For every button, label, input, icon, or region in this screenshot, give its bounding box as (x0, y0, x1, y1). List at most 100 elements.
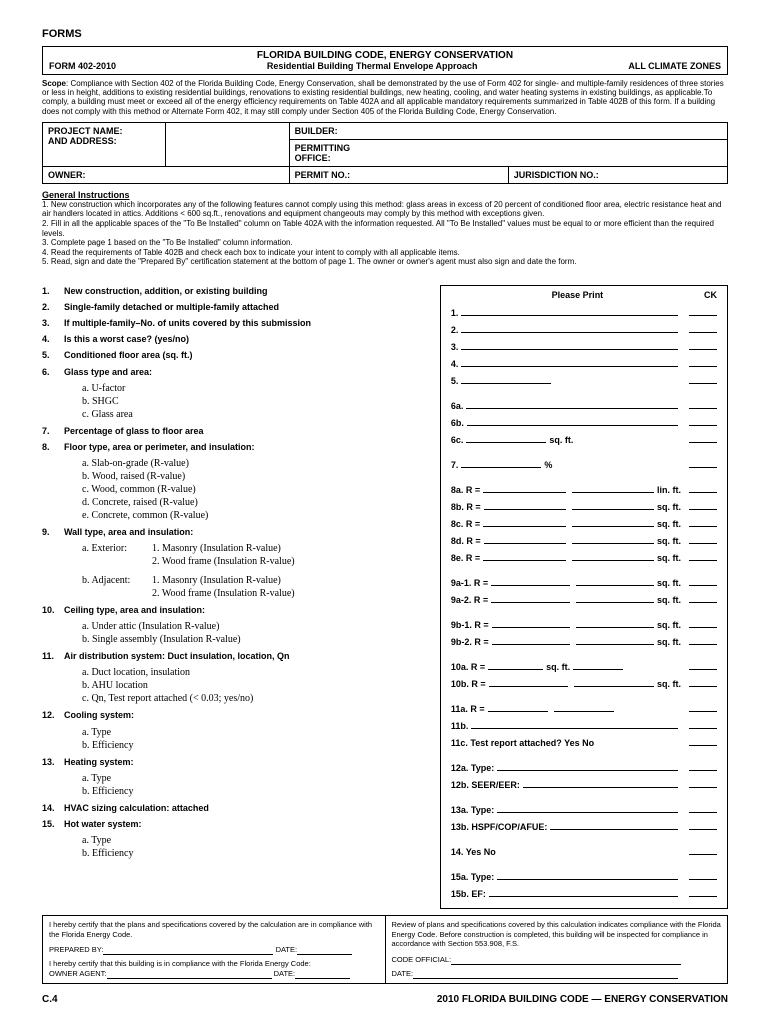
blank-8b2[interactable] (572, 500, 654, 510)
blank-11a1[interactable] (488, 702, 548, 712)
permit-label[interactable]: PERMIT NO.: (290, 167, 509, 183)
blank-11b[interactable] (471, 719, 678, 729)
blank-12b[interactable] (523, 778, 678, 788)
blank-8a1[interactable] (483, 483, 565, 493)
blank-8e1[interactable] (483, 551, 565, 561)
ck-6b[interactable] (689, 416, 717, 426)
title-main: FLORIDA BUILDING CODE, ENERGY CONSERVATI… (49, 50, 721, 61)
blank-10b2[interactable] (574, 677, 654, 687)
ck-5[interactable] (689, 374, 717, 384)
q9ad: b. Adjacent: (82, 574, 152, 587)
ck-8b[interactable] (689, 500, 717, 510)
q1: New construction, addition, or existing … (64, 285, 432, 297)
ck-15a[interactable] (689, 870, 717, 880)
left-column: 1.New construction, addition, or existin… (42, 285, 440, 909)
blank-8e2[interactable] (572, 551, 654, 561)
q8d: d. Concrete, raised (R-value) (82, 496, 432, 509)
ck-10a[interactable] (689, 660, 717, 670)
blank-3[interactable] (461, 340, 678, 350)
blank-1[interactable] (461, 306, 678, 316)
ck-13a[interactable] (689, 803, 717, 813)
ck-12b[interactable] (689, 778, 717, 788)
blank-10a1[interactable] (488, 660, 543, 670)
jurisdiction-label[interactable]: JURISDICTION NO.: (509, 167, 727, 183)
ck-3[interactable] (689, 340, 717, 350)
builder-label[interactable]: BUILDER: (289, 122, 727, 139)
permitting-label[interactable]: PERMITTINGOFFICE: (289, 139, 727, 166)
blank-9a1b[interactable] (576, 576, 654, 586)
blank-date1[interactable] (297, 946, 352, 955)
blank-12a[interactable] (497, 761, 678, 771)
blank-9a2a[interactable] (491, 593, 569, 603)
owner-label[interactable]: OWNER: (43, 166, 290, 183)
r8a-unit: lin. ft. (657, 485, 681, 495)
blank-10b1[interactable] (489, 677, 569, 687)
q9b1: 1. Masonry (Insulation R-value) (152, 575, 281, 586)
blank-5[interactable] (461, 374, 551, 384)
blank-8a2[interactable] (572, 483, 654, 493)
ck-7[interactable] (689, 458, 717, 468)
blank-6a[interactable] (466, 399, 678, 409)
r8b: 8b. R = (451, 502, 481, 512)
ck-8c[interactable] (689, 517, 717, 527)
r9b1: 9b-1. R = (451, 620, 489, 630)
blank-8c1[interactable] (483, 517, 565, 527)
blank-8c2[interactable] (572, 517, 654, 527)
ck-9a1[interactable] (689, 576, 717, 586)
ck-13b[interactable] (689, 820, 717, 830)
blank-9b2b[interactable] (576, 635, 654, 645)
blank-6c[interactable] (466, 433, 546, 443)
ck-8a[interactable] (689, 483, 717, 493)
general-instructions: 1. New construction which incorporates a… (42, 200, 728, 267)
blank-8d2[interactable] (572, 534, 654, 544)
r6b: 6b. (451, 418, 464, 428)
blank-15b[interactable] (489, 887, 678, 897)
ck-15b[interactable] (689, 887, 717, 897)
ck-11b[interactable] (689, 719, 717, 729)
blank-4[interactable] (461, 357, 678, 367)
blank-6b[interactable] (467, 416, 678, 426)
blank-9b1a[interactable] (492, 618, 570, 628)
project-blank[interactable] (166, 122, 289, 166)
blank-prep[interactable] (103, 946, 273, 955)
r9b1-unit: sq. ft. (657, 620, 681, 630)
blank-date2[interactable] (295, 970, 350, 979)
blank-13a[interactable] (497, 803, 678, 813)
blank-2[interactable] (461, 323, 678, 333)
blank-owner[interactable] (107, 970, 272, 979)
ck-10b[interactable] (689, 677, 717, 687)
footer-right: 2010 FLORIDA BUILDING CODE — ENERGY CONS… (437, 994, 728, 1005)
blank-11a2[interactable] (554, 702, 614, 712)
blank-9a2b[interactable] (576, 593, 654, 603)
blank-9b1b[interactable] (576, 618, 654, 628)
r8b-unit: sq. ft. (657, 502, 681, 512)
blank-code[interactable] (451, 956, 681, 965)
q12a: a. Type (82, 726, 432, 739)
q8: Floor type, area or perimeter, and insul… (64, 441, 432, 453)
ck-6c[interactable] (689, 433, 717, 443)
ck-12a[interactable] (689, 761, 717, 771)
blank-8d1[interactable] (484, 534, 566, 544)
ck-9b2[interactable] (689, 635, 717, 645)
please-print: Please Print (451, 290, 704, 300)
ck-9b1[interactable] (689, 618, 717, 628)
blank-15a[interactable] (497, 870, 678, 880)
ck-header: CK (704, 290, 717, 300)
blank-7[interactable] (461, 458, 541, 468)
ck-2[interactable] (689, 323, 717, 333)
ck-4[interactable] (689, 357, 717, 367)
ck-8d[interactable] (689, 534, 717, 544)
blank-9b2a[interactable] (492, 635, 570, 645)
blank-9a1a[interactable] (491, 576, 569, 586)
ck-9a2[interactable] (689, 593, 717, 603)
blank-rdate[interactable] (413, 970, 678, 979)
ck-11c[interactable] (689, 736, 717, 746)
blank-13b[interactable] (550, 820, 678, 830)
blank-10a2[interactable] (573, 660, 623, 670)
blank-8b1[interactable] (484, 500, 566, 510)
ck-6a[interactable] (689, 399, 717, 409)
ck-11a[interactable] (689, 702, 717, 712)
ck-14[interactable] (689, 845, 717, 855)
ck-8e[interactable] (689, 551, 717, 561)
ck-1[interactable] (689, 306, 717, 316)
